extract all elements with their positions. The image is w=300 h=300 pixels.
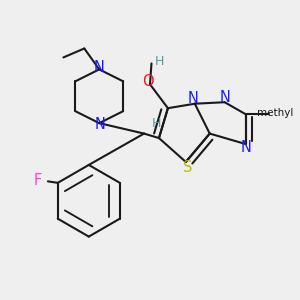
Text: N: N [188,91,199,106]
Text: N: N [94,60,105,75]
Text: H: H [154,56,164,68]
Text: methyl: methyl [257,108,294,118]
Text: H: H [151,117,161,130]
Text: S: S [183,160,192,175]
Text: N: N [95,117,106,132]
Text: N: N [220,90,231,105]
Text: O: O [142,74,153,89]
Text: F: F [34,173,42,188]
Text: N: N [241,140,252,155]
